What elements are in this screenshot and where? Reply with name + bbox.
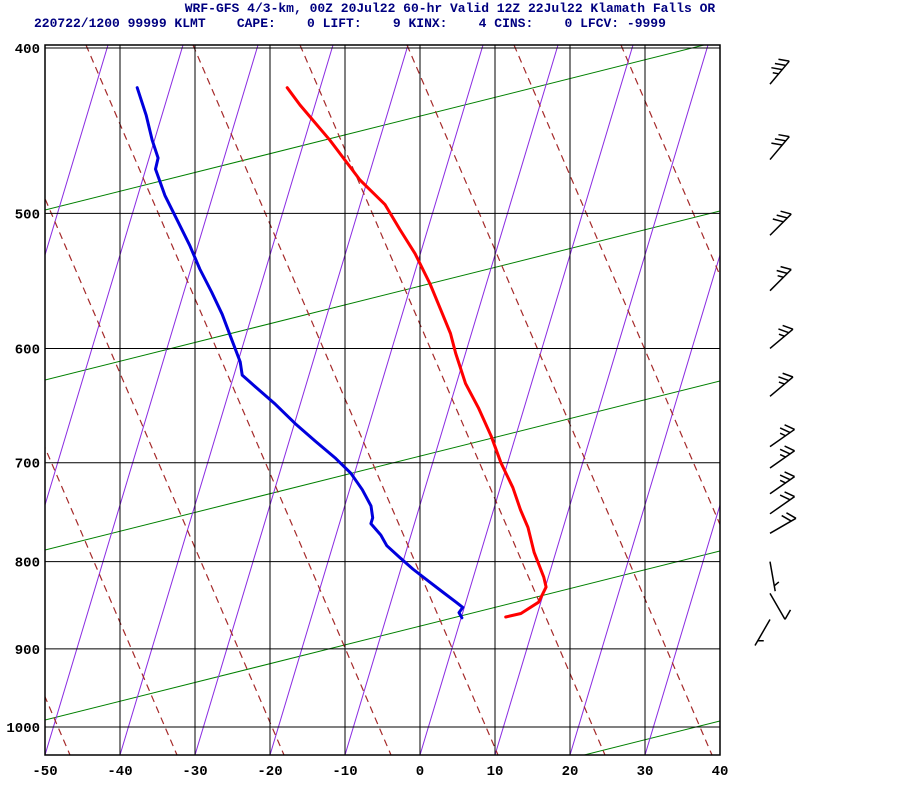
wind-barb	[769, 210, 792, 236]
pressure-tick-label: 700	[15, 457, 40, 473]
temperature-axis-labels: -50 -40 -30 -20 -10 0 10 20 30 40	[32, 764, 728, 780]
wind-barb	[769, 265, 792, 292]
wind-barb	[769, 424, 796, 448]
dewpoint-curve	[135, 86, 465, 620]
temperature-tick-label: 40	[712, 764, 729, 780]
wind-barb	[769, 445, 796, 469]
temperature-tick-label: 30	[637, 764, 654, 780]
pressure-tick-label: 500	[15, 207, 40, 223]
pressure-tick-label: 1000	[6, 721, 40, 737]
pressure-tick-label: 600	[15, 342, 40, 358]
wind-barb	[769, 133, 790, 161]
temperature-tick-label: -40	[107, 764, 132, 780]
wind-barbs	[754, 58, 797, 646]
temperature-tick-label: 0	[416, 764, 424, 780]
pressure-gridlines	[45, 47, 720, 728]
wind-barb	[769, 561, 780, 592]
temperature-tick-label: -50	[32, 764, 57, 780]
pressure-tick-label: 900	[15, 643, 40, 659]
plot-frame	[44, 44, 721, 756]
wind-barb	[769, 592, 792, 620]
skewed-isotherms	[45, 45, 720, 755]
wind-barb	[769, 58, 790, 85]
temperature-tick-label: -10	[332, 764, 357, 780]
pressure-axis-labels: 400 500 600 700 800 900 1000	[6, 42, 40, 737]
pressure-tick-label: 400	[15, 42, 40, 58]
moist-adiabats	[45, 45, 720, 755]
wind-barb	[769, 324, 794, 350]
temperature-tick-label: 20	[562, 764, 579, 780]
temperature-tick-label: -30	[182, 764, 207, 780]
wind-barb	[754, 619, 771, 646]
wind-barb	[769, 471, 796, 495]
wind-barb	[769, 512, 797, 534]
chart-title: WRF-GFS 4/3-km, 00Z 20Jul22 60-hr Valid …	[184, 1, 716, 16]
temperature-curve	[285, 86, 548, 619]
wind-barb	[769, 491, 796, 515]
temperature-tick-label: 10	[487, 764, 504, 780]
temperature-tick-label: -20	[257, 764, 282, 780]
wind-barb	[769, 372, 794, 397]
chart-params-line: 220722/1200 99999 KLMT CAPE: 0 LIFT: 9 K…	[34, 16, 666, 31]
pressure-tick-label: 800	[15, 556, 40, 572]
